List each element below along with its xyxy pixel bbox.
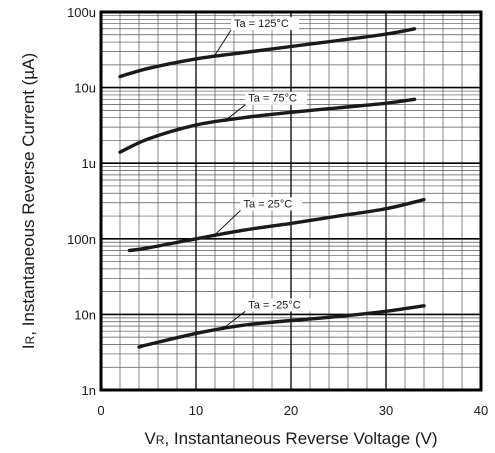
series-line-1 bbox=[120, 99, 415, 152]
y-tick-label: 10n bbox=[74, 307, 96, 322]
annotation-layer: Ta = 125°C Ta = 75°C Ta = 25°C Ta = -25°C bbox=[214, 17, 313, 329]
y-tick-label: 10u bbox=[74, 81, 96, 96]
annotation-leader bbox=[214, 30, 231, 56]
x-tick-label: 40 bbox=[474, 403, 488, 418]
y-tick-label: 100u bbox=[67, 5, 96, 20]
annotation-label: Ta = -25°C bbox=[248, 299, 300, 311]
x-tick-labels: 0 10 20 30 40 bbox=[97, 403, 488, 418]
x-axis-label: VR, Instantaneous Reverse Voltage (V) bbox=[144, 429, 437, 448]
y-tick-labels: 1n 10n 100n 1u 10u 100u bbox=[67, 5, 96, 398]
y-tick-label: 1n bbox=[82, 383, 96, 398]
x-tick-label: 30 bbox=[379, 403, 393, 418]
x-tick-label: 20 bbox=[284, 403, 298, 418]
y-tick-label: 1u bbox=[82, 156, 96, 171]
y-axis-label: IR, Instantaneous Reverse Current (µA) bbox=[19, 53, 38, 349]
annotation-label: Ta = 25°C bbox=[244, 198, 293, 210]
x-tick-label: 10 bbox=[189, 403, 203, 418]
y-tick-label: 100n bbox=[67, 232, 96, 247]
annotation-label: Ta = 75°C bbox=[248, 93, 297, 105]
series-line-0 bbox=[120, 29, 415, 77]
x-tick-label: 0 bbox=[97, 403, 104, 418]
annotation-label: Ta = 125°C bbox=[234, 18, 289, 30]
